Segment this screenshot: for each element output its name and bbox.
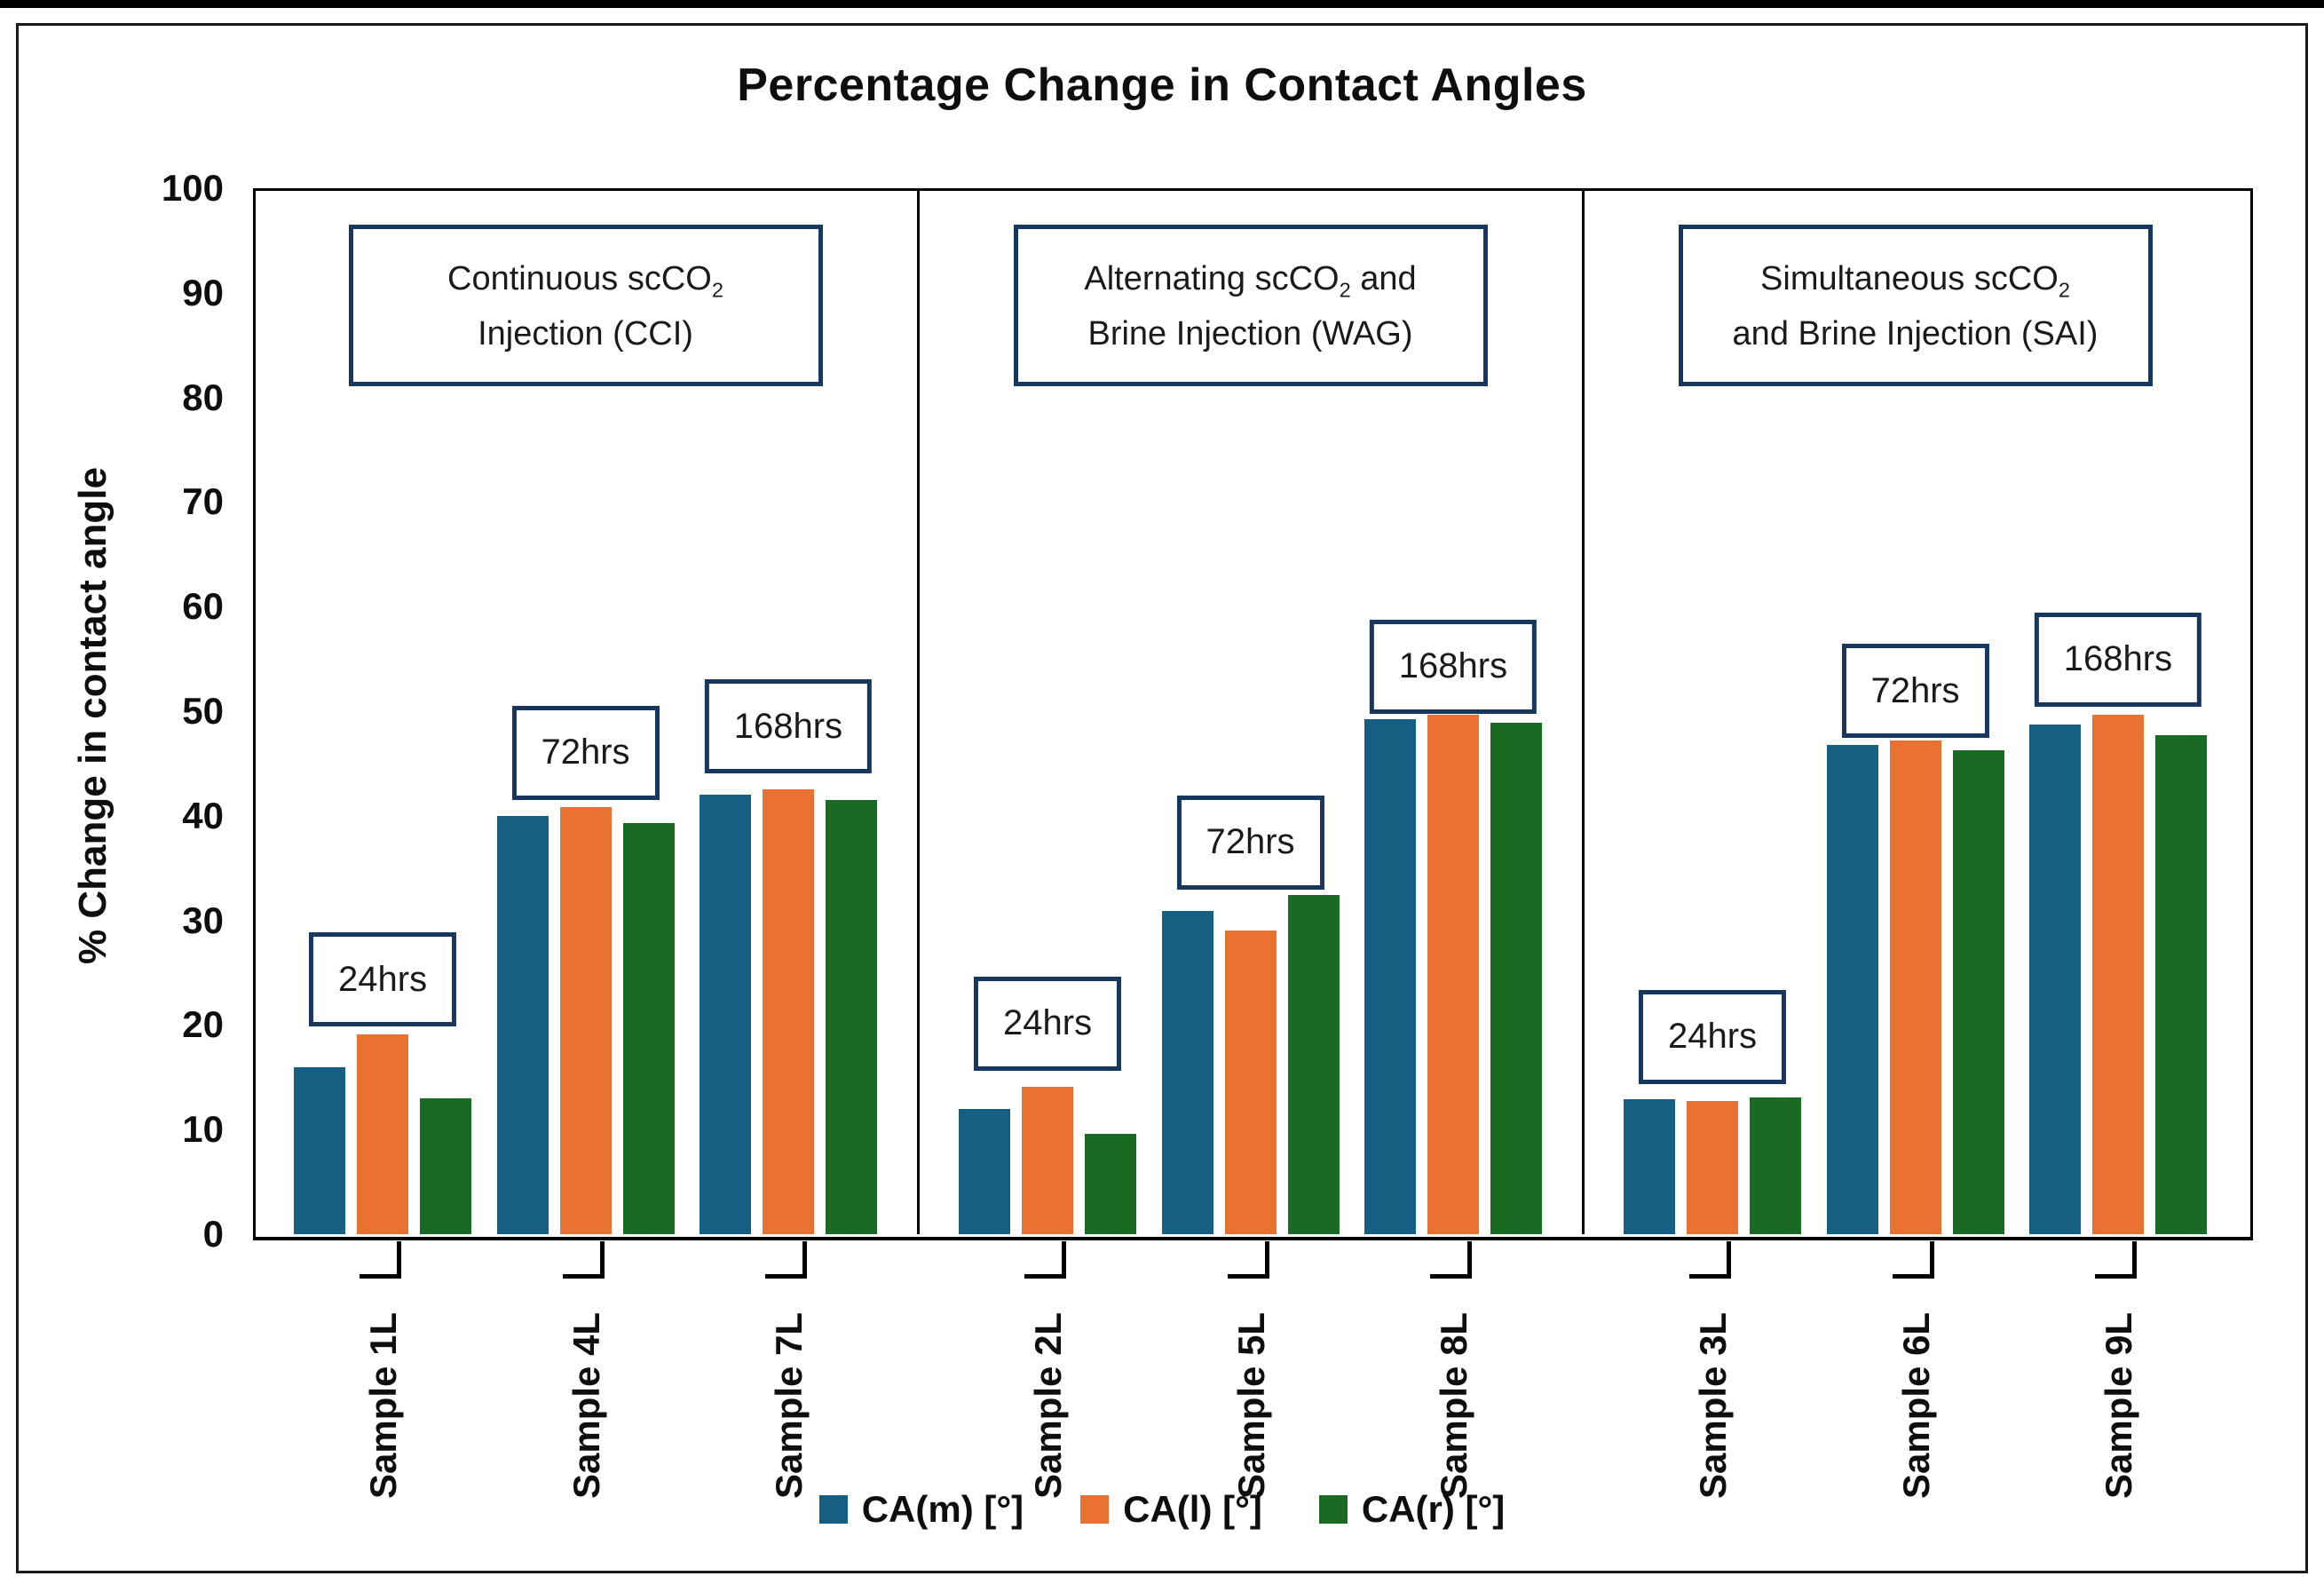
x-tick-mark xyxy=(360,1274,402,1279)
x-tick-mark xyxy=(1227,1274,1269,1279)
legend-item: CA(l) [°] xyxy=(1080,1488,1262,1531)
x-category-label: Sample 8L xyxy=(1432,1311,1474,1499)
x-tick-mark xyxy=(764,1274,807,1279)
y-tick-label: 80 xyxy=(182,376,224,418)
y-tick-label: 100 xyxy=(161,167,224,209)
y-tick-label: 20 xyxy=(182,1003,224,1046)
legend: CA(m) [°] CA(l) [°] CA(r) [°] xyxy=(0,1488,2324,1531)
y-tick-label: 0 xyxy=(202,1213,224,1255)
legend-label: CA(r) [°] xyxy=(1361,1488,1506,1530)
bar-cal-sample-9l xyxy=(2091,714,2144,1234)
bar-car-sample-8l xyxy=(1490,722,1542,1234)
bar-car-sample-1l xyxy=(420,1097,472,1234)
x-tick-mark xyxy=(397,1241,402,1279)
bar-cam-sample-1l xyxy=(294,1066,346,1234)
x-tick-mark xyxy=(1689,1274,1732,1279)
y-tick-label: 90 xyxy=(182,271,224,313)
chart-title: Percentage Change in Contact Angles xyxy=(737,59,1587,111)
bar-cam-sample-5l xyxy=(1161,910,1213,1234)
x-category-label: Sample 6L xyxy=(1894,1311,1937,1499)
x-tick-mark xyxy=(1024,1274,1067,1279)
bar-cam-sample-4l xyxy=(496,815,549,1234)
time-annotation-72hrs: 72hrs xyxy=(511,705,660,800)
time-annotation-72hrs: 72hrs xyxy=(1176,795,1324,890)
x-category-label: Sample 3L xyxy=(1692,1311,1735,1499)
bar-cam-sample-3l xyxy=(1624,1099,1676,1234)
bar-cam-sample-2l xyxy=(959,1108,1011,1234)
x-tick-mark xyxy=(1466,1241,1472,1279)
bar-car-sample-6l xyxy=(1952,749,2004,1234)
bar-car-sample-2l xyxy=(1085,1133,1137,1234)
time-annotation-24hrs: 24hrs xyxy=(1639,989,1787,1084)
y-tick-label: 70 xyxy=(182,480,224,523)
time-annotation-24hrs: 24hrs xyxy=(974,976,1122,1071)
condition-label-line1: Simultaneous scCO2 xyxy=(1760,260,2070,302)
x-tick-mark xyxy=(599,1241,605,1279)
bar-car-sample-3l xyxy=(1750,1097,1802,1234)
condition-label-line1: Alternating scCO2 and xyxy=(1084,260,1417,302)
bar-car-sample-4l xyxy=(622,823,675,1234)
legend-label: CA(l) [°] xyxy=(1123,1488,1262,1530)
x-tick-mark xyxy=(2094,1274,2137,1279)
x-tick-mark xyxy=(802,1241,807,1279)
x-category-label: Sample 1L xyxy=(362,1311,405,1499)
bar-car-sample-7l xyxy=(825,800,877,1234)
x-category-label: Sample 7L xyxy=(767,1311,810,1499)
x-category-label: Sample 4L xyxy=(565,1311,607,1499)
legend-swatch-icon xyxy=(818,1495,848,1524)
legend-swatch-icon xyxy=(1080,1495,1110,1524)
bar-cam-sample-8l xyxy=(1364,719,1416,1234)
x-tick-mark xyxy=(1929,1241,1934,1279)
legend-item: CA(r) [°] xyxy=(1318,1488,1506,1531)
panel-divider xyxy=(1581,188,1585,1234)
x-tick-mark xyxy=(2131,1241,2137,1279)
x-category-label: Sample 2L xyxy=(1027,1311,1070,1499)
bar-cal-sample-4l xyxy=(559,807,612,1234)
legend-swatch-icon xyxy=(1318,1495,1348,1524)
bar-car-sample-9l xyxy=(2154,735,2207,1234)
y-tick-label: 30 xyxy=(182,899,224,941)
condition-label-cci: Continuous scCO2 Injection (CCI) xyxy=(348,225,823,386)
x-tick-mark xyxy=(1429,1274,1472,1279)
x-tick-mark xyxy=(1264,1241,1269,1279)
bar-cam-sample-7l xyxy=(699,795,751,1234)
x-category-label: Sample 9L xyxy=(2097,1311,2139,1499)
bar-cam-sample-9l xyxy=(2028,725,2081,1234)
bar-cal-sample-1l xyxy=(357,1034,409,1234)
time-annotation-168hrs: 168hrs xyxy=(2034,612,2202,707)
bar-cal-sample-5l xyxy=(1224,931,1277,1234)
y-tick-label: 50 xyxy=(182,690,224,732)
x-tick-mark xyxy=(562,1274,605,1279)
y-tick-label: 60 xyxy=(182,585,224,628)
condition-label-sai: Simultaneous scCO2 and Brine Injection (S… xyxy=(1678,225,2153,386)
time-annotation-72hrs: 72hrs xyxy=(1841,644,1989,739)
time-annotation-168hrs: 168hrs xyxy=(704,679,873,774)
bar-cal-sample-3l xyxy=(1687,1101,1739,1234)
time-annotation-168hrs: 168hrs xyxy=(1369,619,1537,714)
x-tick-mark xyxy=(1892,1274,1934,1279)
condition-label-line1: Continuous scCO2 xyxy=(447,260,723,302)
x-tick-mark xyxy=(1727,1241,1732,1279)
bar-cal-sample-8l xyxy=(1427,714,1479,1234)
bar-cam-sample-6l xyxy=(1826,744,1878,1234)
panel-divider xyxy=(916,188,920,1234)
y-tick-label: 10 xyxy=(182,1108,224,1151)
x-category-label: Sample 5L xyxy=(1229,1311,1272,1499)
bar-cal-sample-7l xyxy=(762,789,814,1234)
legend-item: CA(m) [°] xyxy=(818,1488,1024,1531)
outer-frame xyxy=(16,23,2308,1573)
bar-cal-sample-2l xyxy=(1022,1086,1074,1234)
bar-cal-sample-6l xyxy=(1889,740,1941,1234)
y-tick-label: 40 xyxy=(182,794,224,836)
bar-car-sample-5l xyxy=(1287,895,1340,1234)
top-edge-bar xyxy=(0,0,2324,8)
condition-label-line2: Injection (CCI) xyxy=(478,314,693,352)
time-annotation-24hrs: 24hrs xyxy=(309,932,457,1027)
legend-label: CA(m) [°] xyxy=(861,1488,1024,1530)
condition-label-wag: Alternating scCO2 and Brine Injection (WA… xyxy=(1013,225,1488,386)
x-tick-mark xyxy=(1062,1241,1067,1279)
condition-label-line2: Brine Injection (WAG) xyxy=(1087,314,1413,352)
condition-label-line2: and Brine Injection (SAI) xyxy=(1732,314,2099,352)
